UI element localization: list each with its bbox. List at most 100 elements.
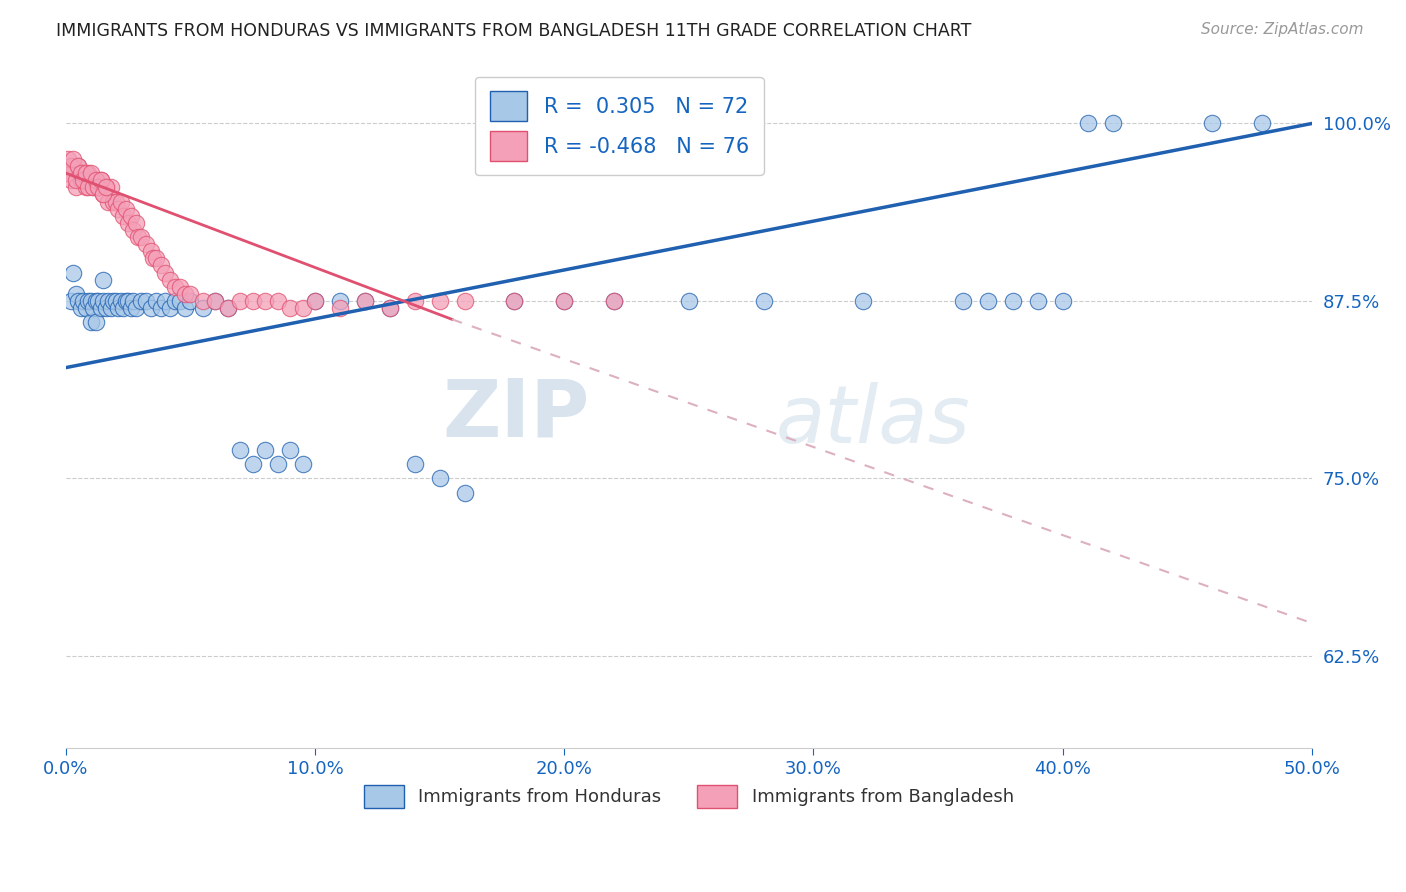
Point [117,216,139,230]
Point [503,293,526,308]
Point [59,159,82,173]
Point [107,202,129,216]
Point [135,237,157,252]
Point [90,173,112,187]
Point [94,301,117,315]
Point [87,180,110,194]
Point [104,194,127,209]
Point [72,173,94,187]
Point [124,216,146,230]
Point [101,194,124,209]
Point [84,173,107,187]
Point [90,173,112,187]
Point [120,209,142,223]
Point [139,301,162,315]
Point [100,301,122,315]
Text: IMMIGRANTS FROM HONDURAS VS IMMIGRANTS FROM BANGLADESH 11TH GRADE CORRELATION CH: IMMIGRANTS FROM HONDURAS VS IMMIGRANTS F… [56,22,972,40]
Point [1001,293,1024,308]
Point [75,166,97,180]
Point [155,266,177,280]
Point [80,166,103,180]
Point [120,301,142,315]
Point [91,187,114,202]
Point [84,315,107,329]
Point [112,301,135,315]
Point [58,166,80,180]
Point [94,180,117,194]
Point [58,152,80,166]
Point [129,230,152,244]
Point [254,293,277,308]
Point [87,180,110,194]
Point [67,159,90,173]
Point [59,173,82,187]
Point [80,315,103,329]
Point [204,293,226,308]
Point [82,301,104,315]
Point [97,194,120,209]
Text: ZIP: ZIP [441,376,589,453]
Point [503,293,526,308]
Point [378,301,401,315]
Point [159,272,181,286]
Point [278,442,301,457]
Point [107,301,129,315]
Point [266,457,288,471]
Point [65,286,87,301]
Point [69,173,91,187]
Point [91,187,114,202]
Point [404,457,426,471]
Point [169,279,191,293]
Point [165,293,187,308]
Point [90,301,112,315]
Point [75,301,97,315]
Point [159,301,181,315]
Point [80,173,103,187]
Point [329,293,352,308]
Point [145,252,167,266]
Point [145,293,167,308]
Point [124,301,146,315]
Point [169,293,191,308]
Point [752,293,775,308]
Point [217,301,239,315]
Point [62,159,84,173]
Point [139,244,162,259]
Point [553,293,575,308]
Point [135,293,157,308]
Point [72,293,94,308]
Point [429,471,451,485]
Point [75,180,97,194]
Text: atlas: atlas [776,382,970,460]
Point [1201,116,1223,130]
Point [59,293,82,308]
Point [84,293,107,308]
Point [254,442,277,457]
Point [84,173,107,187]
Point [77,293,100,308]
Point [174,286,197,301]
Point [101,293,124,308]
Point [122,293,145,308]
Point [266,293,288,308]
Point [67,159,90,173]
Point [112,209,135,223]
Point [242,457,264,471]
Point [217,301,239,315]
Point [77,180,100,194]
Point [191,301,214,315]
Point [149,259,172,273]
Point [87,293,110,308]
Point [453,293,475,308]
Point [69,301,91,315]
Point [852,293,875,308]
Point [110,194,132,209]
Point [1101,116,1123,130]
Text: Source: ZipAtlas.com: Source: ZipAtlas.com [1201,22,1364,37]
Point [82,180,104,194]
Point [1052,293,1074,308]
Point [67,293,90,308]
Point [952,293,974,308]
Point [429,293,451,308]
Point [129,293,152,308]
